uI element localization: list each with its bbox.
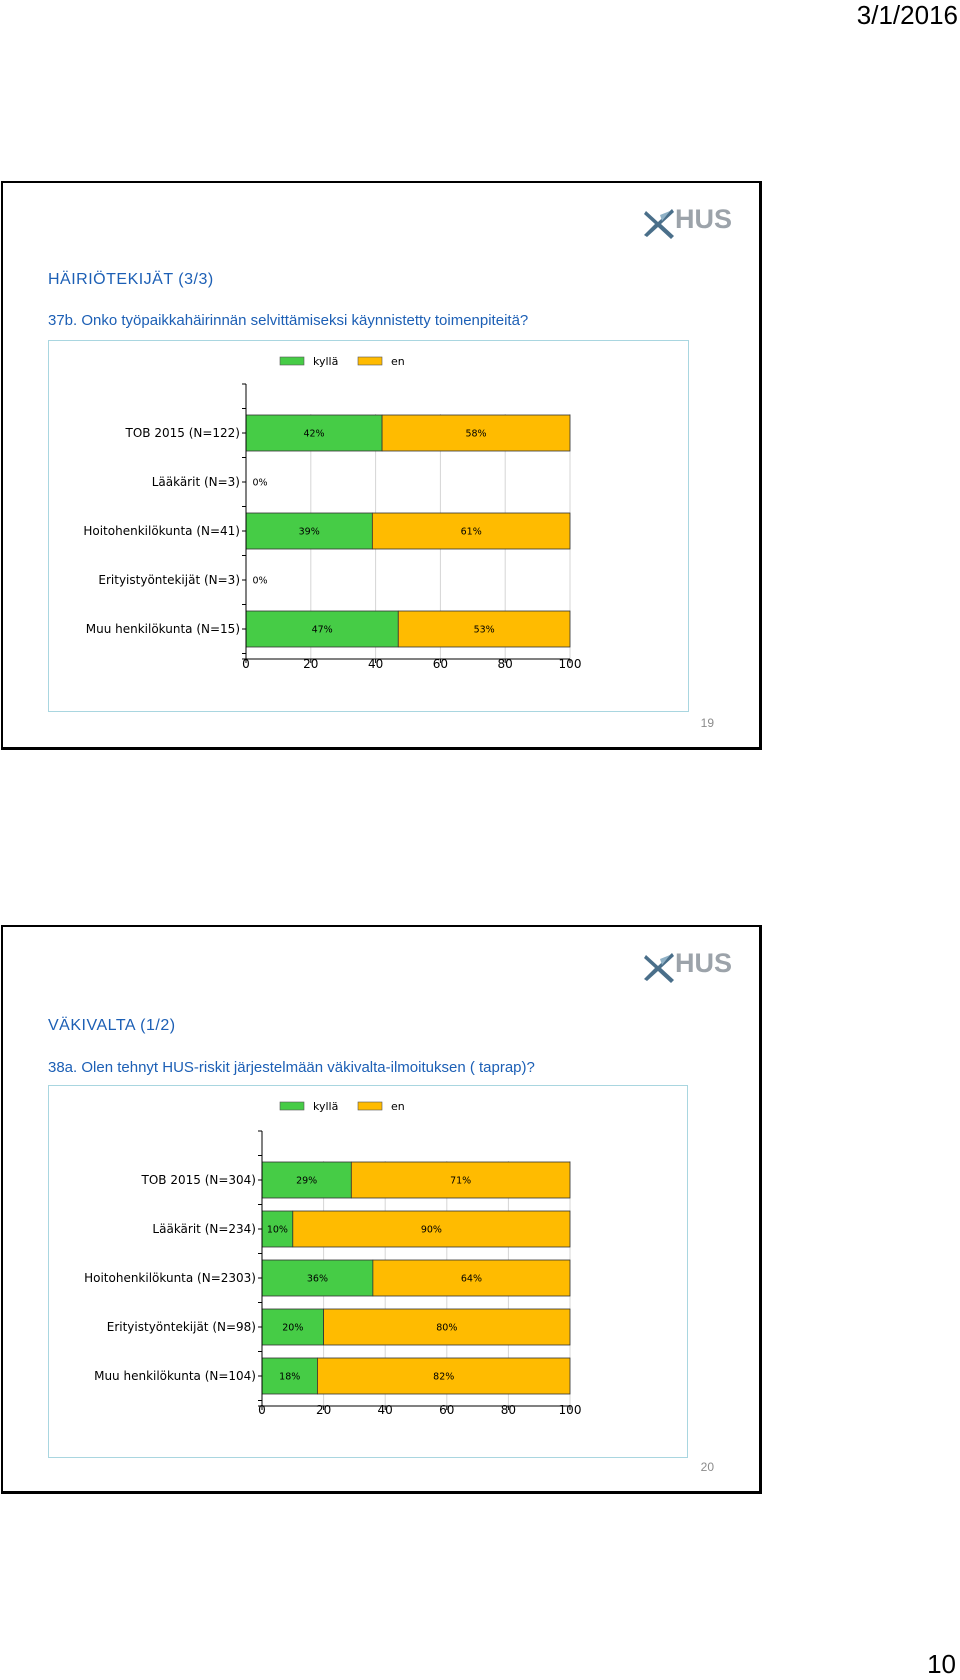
x-tick-label: 100: [559, 657, 582, 671]
bar-kyllä: [245, 610, 399, 648]
data-label: 71%: [450, 1176, 471, 1187]
legend-label-en: en: [391, 355, 405, 368]
category-label: Erityistyöntekijät (N=3): [98, 573, 240, 587]
x-tick-label: 40: [368, 657, 383, 671]
page-date: 3/1/2016: [856, 0, 958, 30]
logo-text: HUS: [675, 204, 733, 234]
category-label: Erityistyöntekijät (N=98): [107, 1320, 256, 1334]
data-label: 61%: [461, 527, 482, 538]
slide-question: 37b. Onko työpaikkahäirinnän selvittämis…: [48, 312, 529, 329]
data-label: 0%: [252, 576, 267, 587]
bar-en: [292, 1210, 571, 1248]
x-tick-label: 60: [439, 1403, 454, 1417]
category-label: Lääkärit (N=234): [152, 1222, 256, 1236]
chart-frame: kyllä en TOB 2015 (N=304) 29% 71% Lääkärit (N…: [48, 1085, 688, 1458]
data-label: 58%: [465, 429, 486, 440]
data-label: 64%: [461, 1274, 482, 1285]
chart-frame: kyllä en TOB 2015 (N=122) 42% 58% Lääkärit (N…: [48, 340, 689, 712]
legend-swatch-en: [357, 356, 383, 366]
x-tick-label: 20: [303, 657, 318, 671]
category-label: Hoitohenkilökunta (N=41): [83, 524, 240, 538]
bar-en: [323, 1308, 571, 1346]
bar-en: [397, 610, 571, 648]
category-label: Hoitohenkilökunta (N=2303): [84, 1271, 256, 1285]
legend-swatch-kyllä: [279, 356, 305, 366]
category-label: TOB 2015 (N=122): [125, 426, 240, 440]
logo-text: HUS: [675, 948, 733, 978]
data-label: 10%: [267, 1225, 288, 1236]
category-label: Muu henkilökunta (N=104): [94, 1369, 256, 1383]
bar-en: [381, 414, 571, 452]
data-label: 36%: [307, 1274, 328, 1285]
category-label: Lääkärit (N=3): [152, 475, 240, 489]
bar-en: [350, 1161, 571, 1199]
data-label: 80%: [436, 1323, 457, 1334]
data-label: 20%: [282, 1323, 303, 1334]
bar-kyllä: [245, 414, 383, 452]
bar-kyllä: [261, 1357, 318, 1395]
x-tick-label: 40: [378, 1403, 393, 1417]
stacked-bar-chart: kyllä en TOB 2015 (N=304) 29% 71% Lääkärit (N…: [84, 1100, 582, 1417]
bar-kyllä: [261, 1161, 352, 1199]
slide-number: 20: [700, 1460, 714, 1474]
x-tick-label: 80: [501, 1403, 516, 1417]
stacked-bar-chart: kyllä en TOB 2015 (N=122) 42% 58% Lääkärit (N…: [83, 355, 582, 671]
bar-en: [317, 1357, 571, 1395]
data-label: 29%: [296, 1176, 317, 1187]
x-tick-label: 20: [316, 1403, 331, 1417]
data-label: 39%: [299, 527, 320, 538]
slide-number: 19: [700, 716, 714, 730]
x-tick-label: 80: [498, 657, 513, 671]
bar-en: [371, 512, 571, 550]
hus-logo: HUS: [644, 948, 734, 993]
data-label: 82%: [433, 1372, 454, 1383]
data-label: 53%: [474, 625, 495, 636]
bar-kyllä: [245, 512, 373, 550]
legend-label-kyllä: kyllä: [313, 355, 338, 368]
hus-cross-icon: [644, 953, 674, 983]
legend-label-kyllä: kyllä: [313, 1100, 338, 1113]
slide-20: HUS VÄKIVALTA (1/2) 38a. Olen tehnyt HUS…: [1, 925, 762, 1494]
data-label: 47%: [312, 625, 333, 636]
data-label: 18%: [279, 1372, 300, 1383]
bar-kyllä: [261, 1308, 324, 1346]
slide-question: 38a. Olen tehnyt HUS-riskit järjestelmää…: [48, 1059, 535, 1076]
slide-19: HUS HÄIRIÖTEKIJÄT (3/3) 37b. Onko työpai…: [1, 181, 762, 750]
legend-swatch-kyllä: [279, 1101, 305, 1111]
bar-en: [372, 1259, 571, 1297]
page-number: 10: [927, 1649, 956, 1679]
x-tick-label: 0: [242, 657, 250, 671]
x-tick-label: 60: [433, 657, 448, 671]
legend-swatch-en: [357, 1101, 383, 1111]
x-tick-label: 100: [559, 1403, 582, 1417]
category-label: TOB 2015 (N=304): [141, 1173, 256, 1187]
slide-title: HÄIRIÖTEKIJÄT (3/3): [48, 271, 214, 288]
category-label: Muu henkilökunta (N=15): [86, 622, 240, 636]
legend-label-en: en: [391, 1100, 405, 1113]
data-label: 90%: [421, 1225, 442, 1236]
hus-cross-icon: [644, 209, 674, 239]
data-label: 0%: [252, 478, 267, 489]
x-tick-label: 0: [258, 1403, 266, 1417]
slide-title: VÄKIVALTA (1/2): [48, 1017, 176, 1034]
hus-logo: HUS: [644, 204, 734, 249]
data-label: 42%: [303, 429, 324, 440]
